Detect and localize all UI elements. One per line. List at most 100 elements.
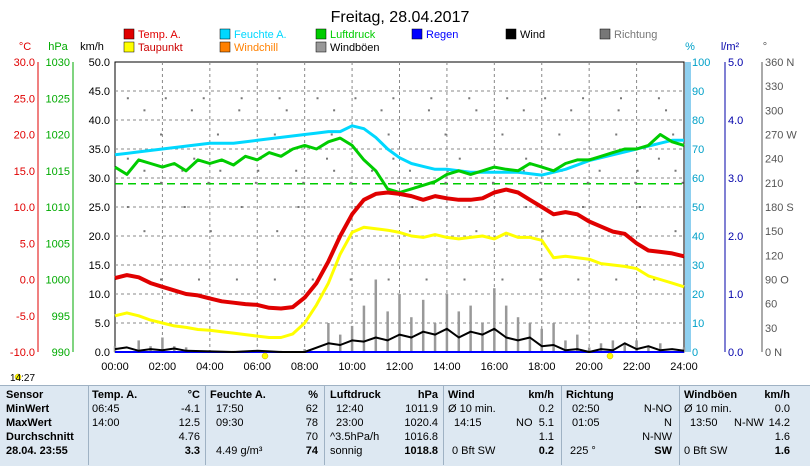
- legend-swatch: [123, 41, 135, 53]
- press-current: 1018.8: [404, 445, 438, 457]
- legend-label: Windchill: [234, 42, 278, 54]
- gust-average: 1.6: [774, 431, 790, 443]
- temp-max-time: 14:00: [92, 417, 120, 429]
- richtung-dot: [582, 97, 585, 100]
- sun-marker: [261, 352, 269, 360]
- temp-tick-label: 30.0: [14, 57, 35, 69]
- gust-min-value: 0.0: [774, 403, 790, 415]
- richtung-dot: [209, 230, 212, 233]
- richtung-dot: [458, 157, 461, 160]
- richtung-dot: [598, 169, 601, 172]
- richtung-dot: [207, 181, 210, 184]
- richtung-dot: [615, 278, 618, 281]
- dir-header: Richtung: [566, 389, 614, 401]
- wind-tick-label: 15.0: [89, 260, 110, 272]
- richtung-dot: [665, 109, 668, 112]
- richtung-dot: [539, 278, 542, 281]
- press-tick-label: 995: [52, 311, 70, 323]
- press-unit-label: hPa: [48, 41, 68, 53]
- richtung-dot: [219, 169, 222, 172]
- richtung-dot: [408, 169, 411, 172]
- series-line-wind: [114, 327, 685, 353]
- rain-tick-label: 5.0: [728, 57, 743, 69]
- divider: [324, 385, 325, 465]
- richtung-dot: [615, 133, 618, 136]
- wind-column: Wind km/h Ø 10 min. 0.2 14:15 NO 5.1 1.1 0 B…: [448, 388, 554, 458]
- dir-min-value: N-NO: [643, 403, 672, 415]
- richtung-dot: [387, 278, 390, 281]
- direction-column: Richtung 02:50 N-NO 01:05 N N-NW 225 ° SW: [566, 388, 672, 458]
- richtung-dot: [126, 157, 129, 160]
- richtung-dot: [349, 278, 352, 281]
- wind-max-direction: NO: [516, 417, 533, 429]
- wind-header: Wind: [448, 389, 475, 401]
- richtung-dot: [143, 109, 146, 112]
- gust-current: 1.6: [774, 445, 790, 457]
- richtung-dot: [285, 109, 288, 112]
- dir-min-time: 02:50: [572, 403, 600, 415]
- richtung-dot: [278, 97, 281, 100]
- wind-min-label: Ø 10 min.: [448, 403, 496, 415]
- rain-tick-label: 3.0: [728, 173, 743, 185]
- x-tick-label: 20:00: [575, 361, 603, 373]
- richtung-dot: [570, 109, 573, 112]
- press-average: 1016.8: [404, 431, 438, 443]
- richtung-dot: [638, 206, 641, 208]
- richtung-dot: [674, 169, 677, 172]
- dir-max-time: 01:05: [572, 417, 600, 429]
- dir-tick-label: 30: [765, 323, 777, 335]
- wind-tick-label: 40.0: [89, 115, 110, 127]
- hum-tick-label: 70: [692, 144, 704, 156]
- row-label-current: 28.04. 23:55: [6, 445, 68, 457]
- richtung-dot: [276, 230, 279, 233]
- dir-current-degrees: 225 °: [570, 445, 596, 457]
- row-label-sensor: Sensor: [6, 389, 44, 401]
- legend-label: Wind: [520, 29, 545, 41]
- x-tick-label: 08:00: [291, 361, 319, 373]
- wind-tick-label: 25.0: [89, 202, 110, 214]
- richtung-dot: [164, 97, 167, 100]
- richtung-dot: [468, 97, 471, 100]
- hum-tick-label: 100: [692, 57, 710, 69]
- x-tick-label: 06:00: [243, 361, 271, 373]
- richtung-dot: [273, 133, 276, 136]
- richtung-dot: [427, 109, 430, 112]
- dir-tick-label: 180 S: [765, 202, 794, 214]
- wind-tick-label: 5.0: [95, 318, 110, 330]
- wind-current-bft: 0 Bft SW: [452, 445, 496, 457]
- dir-tick-label: 210: [765, 178, 783, 190]
- dir-tick-label: 90 O: [765, 275, 789, 287]
- dir-tick-label: 150: [765, 226, 783, 238]
- series-line-feuchte-a-: [114, 124, 684, 177]
- temp-current: 3.3: [184, 445, 200, 457]
- temp-tick-label: 5.0: [20, 238, 35, 250]
- richtung-dot: [525, 157, 528, 160]
- legend-swatch: [219, 28, 231, 40]
- richtung-dot: [143, 230, 146, 233]
- temp-tick-label: 15.0: [14, 166, 35, 178]
- press-max-time: 23:00: [336, 417, 364, 429]
- richtung-dot: [657, 157, 660, 160]
- hum-average: 70: [305, 431, 318, 443]
- richtung-dot: [160, 133, 163, 136]
- richtung-dot: [238, 109, 241, 112]
- wind-tick-label: 20.0: [89, 231, 110, 243]
- wind-average: 1.1: [538, 431, 554, 443]
- wind-unit: km/h: [528, 389, 554, 401]
- richtung-dot: [619, 97, 622, 100]
- x-tick-label: 14:00: [433, 361, 461, 373]
- legend-label: Luftdruck: [330, 29, 376, 41]
- hum-current: 74: [305, 445, 318, 457]
- richtung-dot: [297, 206, 300, 208]
- hum-tick-label: 0: [692, 347, 698, 359]
- wind-unit-label: km/h: [80, 41, 104, 53]
- press-tick-label: 1025: [46, 93, 70, 105]
- x-tick-label: 00:00: [101, 361, 129, 373]
- legend-label: Regen: [426, 29, 458, 41]
- x-tick-label: 22:00: [623, 361, 651, 373]
- richtung-dot: [371, 169, 374, 172]
- dir-tick-label: 60: [765, 299, 777, 311]
- richtung-dot: [525, 206, 528, 208]
- temp-max-value: 12.5: [178, 417, 200, 429]
- temp-tick-label: 20.0: [14, 130, 35, 142]
